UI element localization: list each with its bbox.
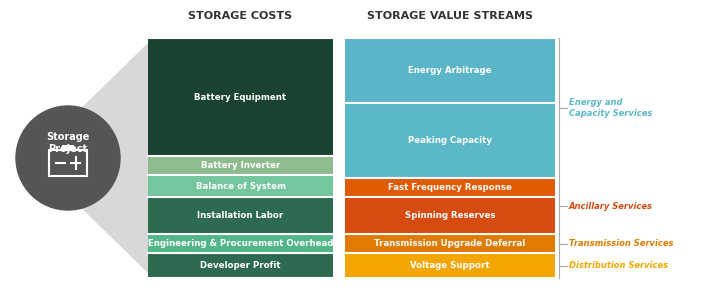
- Text: Spinning Reserves: Spinning Reserves: [405, 211, 495, 220]
- Bar: [49, 150, 87, 176]
- Polygon shape: [30, 38, 153, 278]
- Text: STORAGE COSTS: STORAGE COSTS: [188, 11, 293, 21]
- Bar: [345, 104, 555, 178]
- Text: Transmission Services: Transmission Services: [569, 239, 674, 248]
- Bar: [148, 197, 333, 234]
- Text: Energy Arbitrage: Energy Arbitrage: [408, 66, 492, 75]
- Text: Distribution Services: Distribution Services: [569, 261, 668, 270]
- Bar: [148, 157, 333, 175]
- Text: Voltage Support: Voltage Support: [410, 261, 490, 270]
- Text: Engineering & Procurement Overhead: Engineering & Procurement Overhead: [147, 239, 333, 248]
- Text: Installation Labor: Installation Labor: [198, 211, 284, 220]
- Bar: [345, 178, 555, 197]
- Bar: [345, 38, 555, 104]
- Text: Peaking Capacity: Peaking Capacity: [408, 136, 492, 145]
- Bar: [345, 253, 555, 278]
- Bar: [148, 175, 333, 197]
- Text: Energy and
Capacity Services: Energy and Capacity Services: [569, 99, 652, 118]
- Bar: [345, 234, 555, 253]
- Text: Storage
Project: Storage Project: [47, 132, 90, 155]
- Text: Battery Inverter: Battery Inverter: [201, 161, 280, 170]
- Text: Developer Profit: Developer Profit: [200, 261, 281, 270]
- Bar: [148, 253, 333, 278]
- Bar: [148, 234, 333, 253]
- Bar: [62, 145, 74, 150]
- Text: Battery Equipment: Battery Equipment: [195, 93, 286, 102]
- Circle shape: [16, 106, 120, 210]
- Bar: [148, 38, 333, 157]
- Bar: [345, 197, 555, 234]
- Text: Fast Frequency Response: Fast Frequency Response: [388, 183, 512, 192]
- Text: Balance of System: Balance of System: [195, 181, 286, 191]
- Text: STORAGE VALUE STREAMS: STORAGE VALUE STREAMS: [367, 11, 533, 21]
- Text: Transmission Upgrade Deferral: Transmission Upgrade Deferral: [374, 239, 526, 248]
- Text: Ancillary Services: Ancillary Services: [569, 202, 653, 211]
